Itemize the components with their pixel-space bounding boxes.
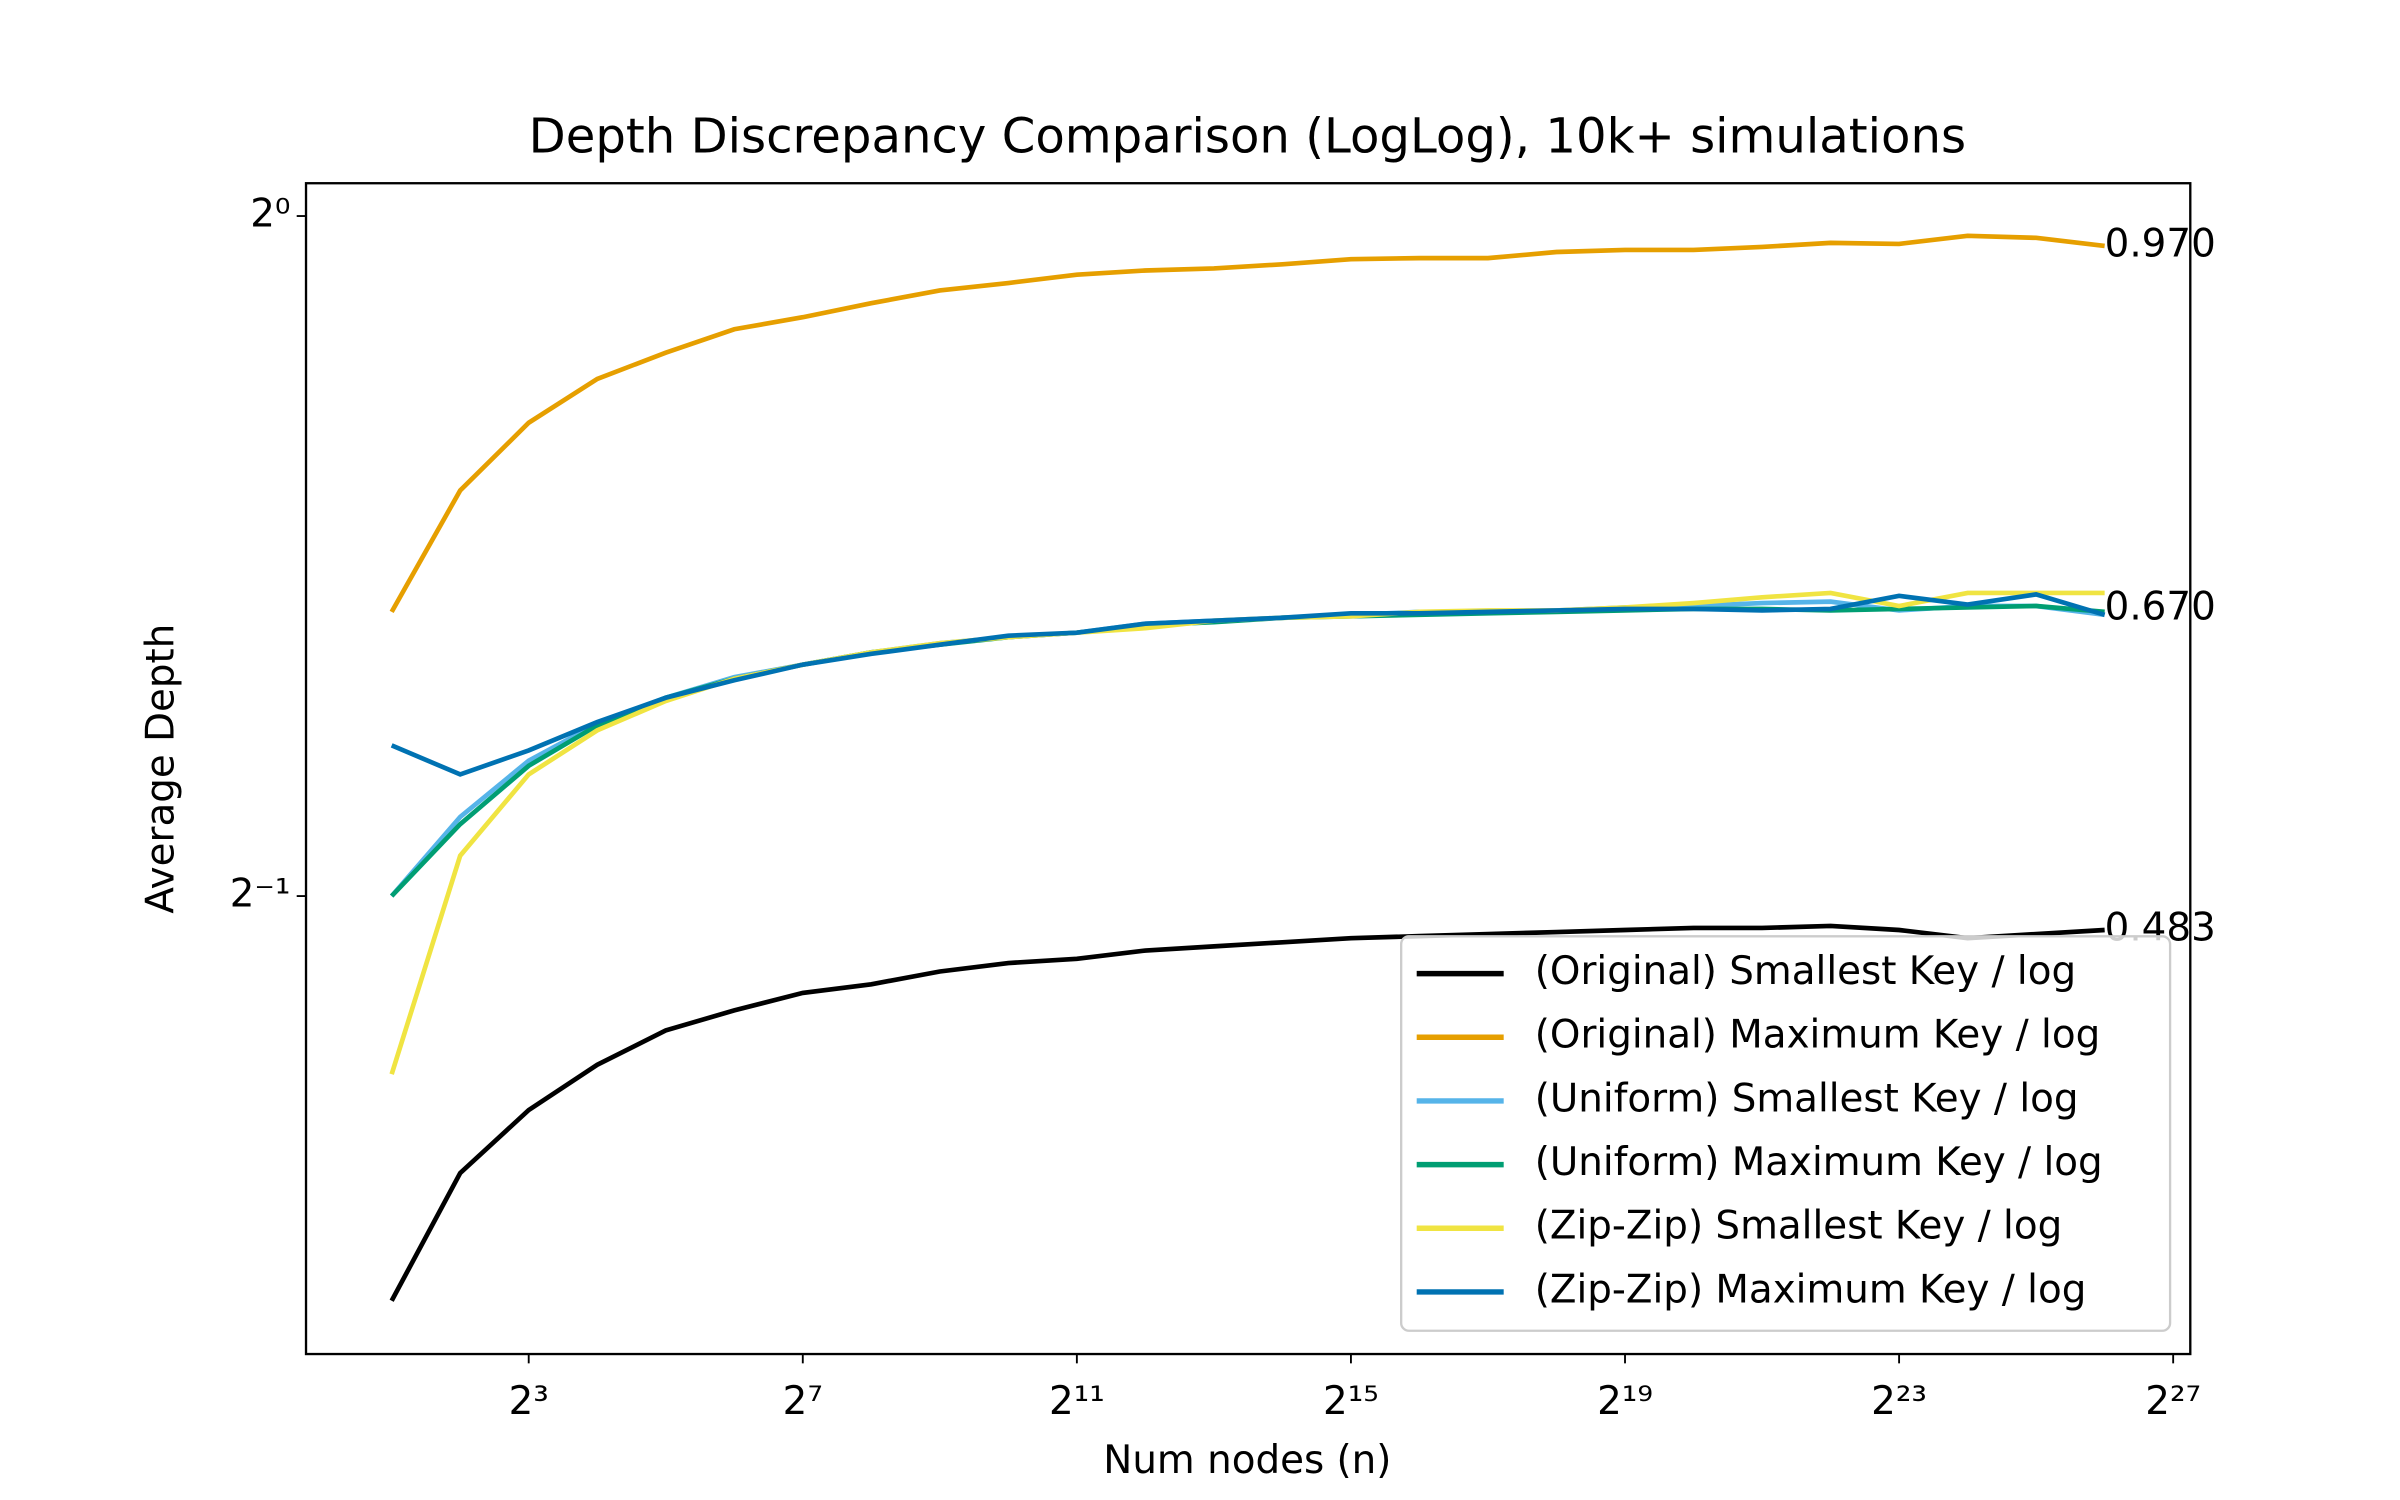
y-tick-label: 2⁰ (250, 192, 290, 237)
annotation: 0.970 (2105, 221, 2216, 266)
legend-box (1400, 935, 2172, 1332)
annotation: 0.670 (2105, 584, 2216, 629)
x-tick-label: 2⁷ (783, 1379, 823, 1424)
legend-label: (Uniform) Smallest Key / log (1535, 1076, 2079, 1121)
x-tick-label: 2³ (509, 1379, 549, 1424)
x-tick-label: 2¹¹ (1049, 1379, 1105, 1424)
legend: (Original) Smallest Key / log (Original) … (1400, 935, 2172, 1332)
legend-label: (Zip-Zip) Smallest Key / log (1535, 1204, 2062, 1249)
x-tick-label: 2²⁷ (2145, 1379, 2201, 1424)
y-axis-label: Average Depth (139, 624, 184, 914)
legend-label: (Uniform) Maximum Key / log (1535, 1140, 2103, 1185)
x-tick-label: 2¹⁵ (1323, 1379, 1379, 1424)
data-line (389, 233, 2105, 614)
x-tick-label: 2²³ (1871, 1379, 1927, 1424)
data-line (389, 923, 2105, 1302)
legend-label: (Original) Maximum Key / log (1535, 1013, 2100, 1058)
legend-label: (Zip-Zip) Maximum Key / log (1535, 1267, 2087, 1312)
plot-frame (304, 182, 2192, 1356)
chart-title: Depth Discrepancy Comparison (LogLog), 1… (529, 109, 1966, 165)
x-tick-label: 2¹⁹ (1597, 1379, 1653, 1424)
x-axis-label: Num nodes (n) (1103, 1438, 1391, 1483)
y-tick-label: 2⁻¹ (230, 872, 291, 917)
data-line (390, 592, 2106, 777)
legend-label: (Original) Smallest Key / log (1535, 949, 2076, 994)
